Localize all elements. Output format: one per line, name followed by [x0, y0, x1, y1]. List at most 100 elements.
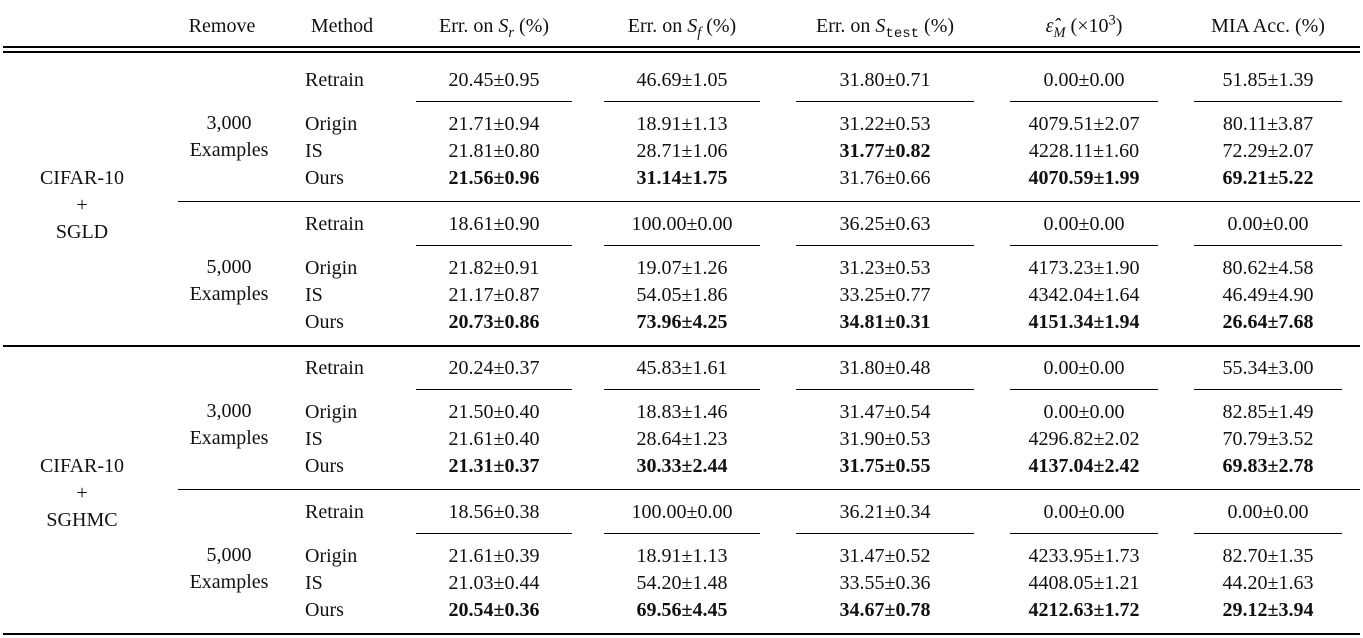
header-err-retain-symbol: S: [498, 15, 509, 37]
method-label: Ours: [305, 311, 344, 333]
cell-err-retain: 21.17±0.87: [448, 284, 540, 306]
cell-err-retain: 20.54±0.36: [448, 599, 540, 621]
cell-mia: 82.85±1.49: [1222, 401, 1314, 423]
cell-err-forget: 46.69±1.05: [636, 69, 728, 91]
header-err-forget-unit: (%): [706, 15, 737, 37]
cell-mia: 46.49±4.90: [1222, 284, 1314, 306]
cell-err-retain: 21.61±0.39: [448, 545, 540, 567]
cell-err-forget: 28.64±1.23: [636, 428, 728, 450]
retrain-rule: [604, 101, 760, 102]
cell-epsilon: 4342.04±1.64: [1028, 284, 1140, 306]
retrain-rule: [1010, 389, 1158, 390]
cell-mia: 80.11±3.87: [1222, 113, 1314, 135]
cell-err-test: 33.55±0.36: [839, 572, 931, 594]
cell-mia: 70.79±3.52: [1222, 428, 1314, 450]
cell-err-forget: 100.00±0.00: [631, 501, 733, 523]
cell-epsilon: 0.00±0.00: [1043, 213, 1125, 235]
method-label: Ours: [305, 455, 344, 477]
dataset-label: SGLD: [55, 221, 109, 243]
cell-err-forget: 18.83±1.46: [636, 401, 728, 423]
cell-err-test: 31.80±0.71: [839, 69, 931, 91]
remove-label: Examples: [189, 283, 269, 305]
bottom-rule: [3, 633, 1360, 635]
cell-epsilon: 4137.04±2.42: [1028, 455, 1140, 477]
header-err-retain: Err. on Sr (%): [439, 14, 550, 41]
block-separator: [178, 201, 1360, 202]
header-remove: Remove: [188, 15, 256, 37]
retrain-rule: [796, 533, 974, 534]
method-label: IS: [305, 284, 323, 306]
cell-epsilon: 4408.05±1.21: [1028, 572, 1140, 594]
cell-epsilon: 4228.11±1.60: [1028, 140, 1140, 162]
cell-err-test: 34.81±0.31: [839, 311, 931, 333]
retrain-rule: [796, 389, 974, 390]
cell-epsilon: 4173.23±1.90: [1028, 257, 1140, 279]
cell-err-forget: 18.91±1.13: [636, 113, 728, 135]
method-label: Retrain: [305, 213, 364, 235]
method-label: Retrain: [305, 357, 364, 379]
cell-err-test: 31.76±0.66: [839, 167, 931, 189]
header-err-test-prefix: Err. on: [815, 15, 876, 37]
cell-epsilon: 0.00±0.00: [1043, 401, 1125, 423]
method-label: IS: [305, 140, 323, 162]
header-epsilon: ε̂M (×103): [1045, 12, 1123, 41]
cell-err-test: 34.67±0.78: [839, 599, 931, 621]
method-label: IS: [305, 572, 323, 594]
retrain-rule: [1010, 533, 1158, 534]
retrain-rule: [1194, 245, 1342, 246]
cell-mia: 69.21±5.22: [1222, 167, 1314, 189]
dataset-label: SGHMC: [46, 509, 118, 531]
cell-epsilon: 4296.82±2.02: [1028, 428, 1140, 450]
method-label: Ours: [305, 167, 344, 189]
cell-err-forget: 73.96±4.25: [636, 311, 728, 333]
header-epsilon-close: ): [1115, 15, 1123, 37]
cell-err-test: 31.23±0.53: [839, 257, 931, 279]
cell-err-retain: 21.50±0.40: [448, 401, 540, 423]
cell-err-test: 36.21±0.34: [839, 501, 931, 523]
header-err-retain-subscript: r: [508, 25, 515, 41]
cell-mia: 29.12±3.94: [1222, 599, 1314, 621]
retrain-rule: [796, 101, 974, 102]
cell-err-test: 33.25±0.77: [839, 284, 931, 306]
header-err-retain-unit: (%): [519, 15, 550, 37]
method-label: Retrain: [305, 501, 364, 523]
remove-label: Examples: [189, 571, 269, 593]
cell-epsilon: 4070.59±1.99: [1028, 167, 1140, 189]
cell-mia: 0.00±0.00: [1227, 213, 1309, 235]
header-epsilon-symbol: ε̂: [1045, 15, 1054, 37]
remove-label: 3,000: [206, 112, 252, 134]
cell-err-retain: 21.61±0.40: [448, 428, 540, 450]
method-label: IS: [305, 428, 323, 450]
remove-label: Examples: [189, 427, 269, 449]
cell-err-forget: 30.33±2.44: [636, 455, 728, 477]
cell-err-test: 31.22±0.53: [839, 113, 931, 135]
cell-epsilon: 4151.34±1.94: [1028, 311, 1140, 333]
header-err-forget-symbol: S: [687, 15, 698, 37]
header-epsilon-subscript: M: [1053, 25, 1066, 41]
remove-label: 3,000: [206, 400, 252, 422]
method-label: Retrain: [305, 69, 364, 91]
cell-err-test: 31.75±0.55: [839, 455, 931, 477]
header-err-forget-subscript: f: [697, 25, 702, 41]
header-method: Method: [310, 15, 374, 37]
cell-err-retain: 18.61±0.90: [448, 213, 540, 235]
cell-err-forget: 31.14±1.75: [636, 167, 728, 189]
cell-mia: 82.70±1.35: [1222, 545, 1314, 567]
cell-err-test: 31.47±0.52: [839, 545, 931, 567]
header-epsilon-exponent: 3: [1108, 12, 1116, 29]
cell-err-test: 31.47±0.54: [839, 401, 931, 423]
cell-epsilon: 0.00±0.00: [1043, 501, 1125, 523]
header-err-test: Err. on Stest (%): [815, 14, 954, 41]
retrain-rule: [1010, 101, 1158, 102]
retrain-rule: [604, 245, 760, 246]
cell-err-retain: 21.71±0.94: [448, 113, 540, 135]
method-label: Origin: [305, 401, 358, 423]
cell-err-retain: 21.03±0.44: [448, 572, 540, 594]
cell-err-retain: 21.31±0.37: [448, 455, 540, 477]
retrain-rule: [416, 245, 572, 246]
top-rule-2: [3, 51, 1360, 53]
remove-label: 5,000: [206, 544, 252, 566]
header-err-test-subscript: test: [885, 26, 920, 42]
cell-mia: 72.29±2.07: [1222, 140, 1314, 162]
dataset-label: CIFAR-10: [39, 167, 125, 189]
